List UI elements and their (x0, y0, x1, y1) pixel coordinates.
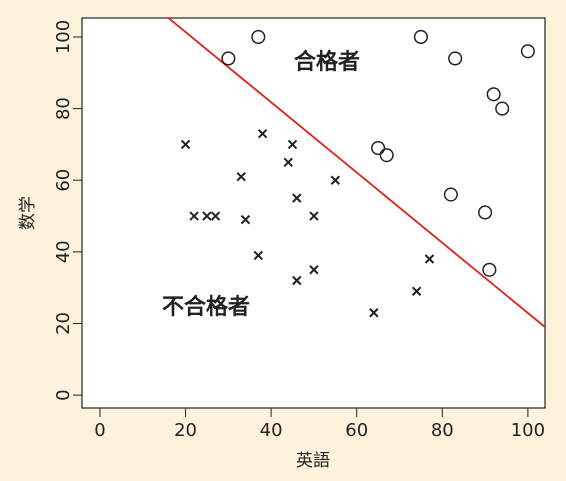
decision-line (167, 18, 545, 328)
x-axis-label: 英語 (296, 451, 330, 471)
point-circle (482, 262, 497, 277)
x-tick-label: 0 (94, 420, 105, 441)
annotation: 合格者 (294, 49, 360, 75)
x-tick-label: 20 (174, 420, 197, 441)
y-tick-label: 20 (53, 312, 74, 335)
point-cross (309, 265, 319, 275)
y-axis-label: 数学 (18, 196, 38, 230)
annotation: 不合格者 (162, 294, 250, 320)
point-cross (240, 214, 251, 225)
point-cross (257, 128, 268, 139)
point-cross (292, 193, 302, 203)
x-tick-label: 80 (431, 420, 454, 441)
point-circle (379, 148, 394, 163)
point-circle (478, 205, 493, 220)
x-tick-label: 40 (260, 420, 283, 441)
point-cross (330, 175, 341, 185)
point-cross (253, 250, 264, 261)
point-cross (287, 139, 298, 150)
point-cross (236, 171, 246, 182)
point-cross (283, 157, 293, 168)
plot-clip-group (167, 18, 545, 328)
x-tick-label: 60 (345, 420, 368, 441)
point-circle (486, 87, 501, 102)
point-circle (413, 29, 428, 45)
point-circle (371, 140, 386, 156)
point-circle (448, 51, 463, 66)
point-circle (520, 44, 535, 59)
point-cross (180, 139, 191, 150)
y-tick-label: 80 (53, 97, 74, 120)
x-tick-label: 100 (511, 420, 545, 441)
point-cross (189, 211, 199, 221)
point-cross (292, 275, 302, 286)
point-cross (210, 211, 221, 221)
point-cross (202, 211, 212, 221)
point-cross (424, 254, 435, 264)
plot-area (81, 17, 546, 409)
point-circle (221, 51, 236, 66)
point-cross (309, 211, 319, 221)
y-tick-label: 0 (53, 389, 74, 400)
point-cross (411, 286, 422, 296)
point-cross (369, 308, 379, 318)
y-tick-label: 100 (53, 20, 74, 54)
y-tick-label: 60 (53, 169, 74, 192)
point-circle (443, 187, 458, 202)
point-circle (251, 29, 266, 45)
point-circle (495, 101, 510, 116)
y-tick-label: 40 (53, 240, 74, 263)
